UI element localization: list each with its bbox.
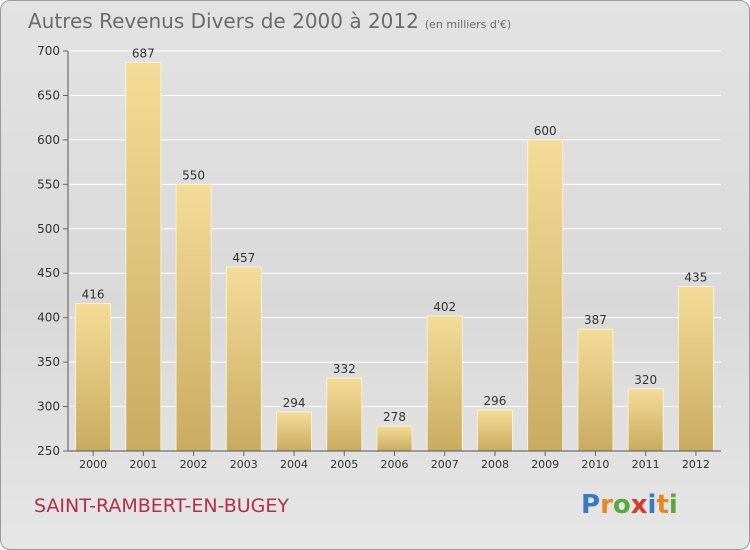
logo-letter: P <box>581 490 601 520</box>
title-text: Autres Revenus Divers de 2000 à 2012 <box>28 9 419 33</box>
x-tick-label: 2010 <box>581 458 609 471</box>
y-tick-label: 500 <box>37 222 60 236</box>
x-axis-ticks: 2000 2001 2002 2003 2004 2005 2006 2007 2008 2009… <box>79 451 710 471</box>
y-tick-label: 550 <box>37 177 60 191</box>
y-tick-label: 300 <box>37 400 60 414</box>
bar <box>376 425 413 452</box>
logo-letter: o <box>612 490 631 520</box>
bar <box>225 266 262 452</box>
x-tick-label: 2005 <box>330 458 358 471</box>
bar <box>577 328 614 452</box>
x-tick-label: 2003 <box>230 458 258 471</box>
bar-value-label: 550 <box>182 168 205 182</box>
bar <box>326 377 363 452</box>
chart-title: Autres Revenus Divers de 2000 à 2012 (en … <box>28 9 511 33</box>
bar-value-label: 296 <box>484 394 507 408</box>
title-unit: (en milliers d'€) <box>424 18 512 31</box>
bar <box>125 62 162 452</box>
logo-letter: t <box>656 490 669 520</box>
bar <box>426 315 463 452</box>
x-tick-label: 2007 <box>431 458 459 471</box>
logo-letter: r <box>600 490 613 520</box>
bar-value-label: 320 <box>634 373 657 387</box>
bar <box>276 411 312 452</box>
bar-value-label: 600 <box>534 124 557 138</box>
bar <box>477 409 513 452</box>
x-tick-label: 2001 <box>129 458 157 471</box>
value-labels: 416 687 550 457 294 332 278 402 296 600 387 320 435 <box>82 47 708 425</box>
x-tick-label: 2009 <box>531 458 559 471</box>
y-tick-label: 250 <box>37 444 60 458</box>
y-tick-label: 650 <box>37 88 60 102</box>
bar-value-label: 294 <box>283 396 306 410</box>
x-tick-label: 2000 <box>79 458 107 471</box>
x-tick-label: 2008 <box>481 458 509 471</box>
bar-value-label: 687 <box>132 47 155 61</box>
y-tick-label: 400 <box>37 311 60 325</box>
bar <box>175 183 212 452</box>
bar-value-label: 387 <box>584 313 607 327</box>
bar-value-label: 278 <box>383 410 406 424</box>
bar-value-label: 402 <box>433 300 456 314</box>
bar <box>627 388 664 452</box>
x-tick-label: 2006 <box>381 458 409 471</box>
x-tick-label: 2012 <box>682 458 710 471</box>
y-tick-label: 350 <box>37 355 60 369</box>
bar <box>75 303 112 452</box>
y-tick-label: 600 <box>37 133 60 147</box>
bar <box>677 286 714 452</box>
x-tick-label: 2011 <box>632 458 660 471</box>
grid-lines <box>68 50 721 452</box>
logo-letter: x <box>630 490 648 520</box>
logo-letter: i <box>668 490 678 520</box>
bars <box>75 62 714 452</box>
y-tick-label: 700 <box>37 44 60 58</box>
bar <box>527 139 564 452</box>
bar-value-label: 435 <box>684 271 707 285</box>
bar-value-label: 332 <box>333 362 356 376</box>
proxiti-logo: Proxiti <box>581 490 678 520</box>
x-tick-label: 2002 <box>180 458 208 471</box>
y-tick-label: 450 <box>37 266 60 280</box>
bar-value-label: 416 <box>82 287 105 301</box>
x-tick-label: 2004 <box>280 458 308 471</box>
commune-name: SAINT-RAMBERT-EN-BUGEY <box>34 495 290 517</box>
logo-letter: i <box>647 490 657 520</box>
bar-value-label: 457 <box>232 251 255 265</box>
